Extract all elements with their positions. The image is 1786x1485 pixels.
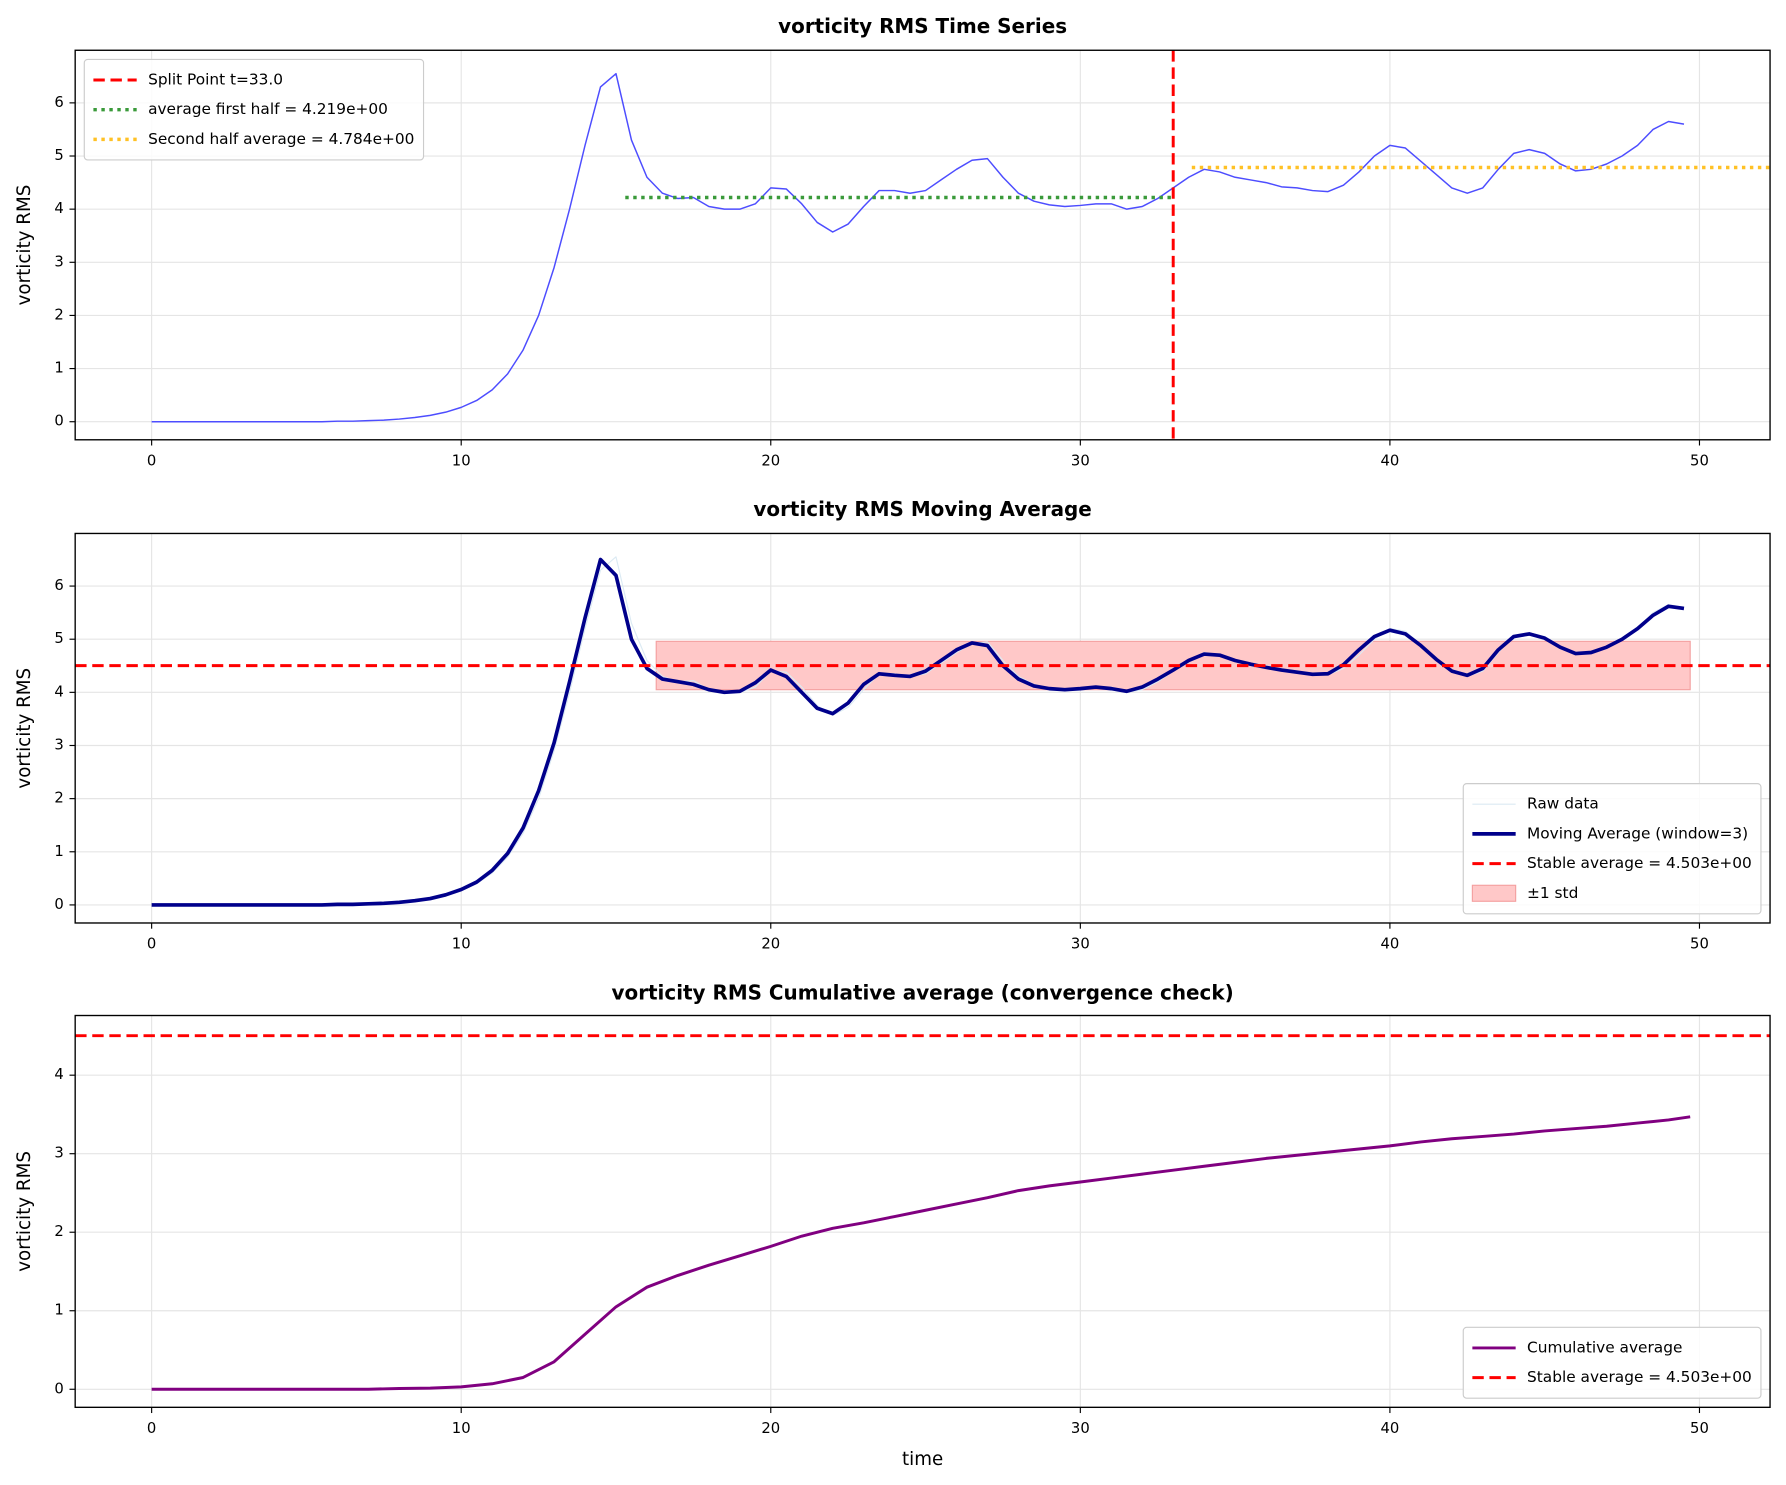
legend-label: Raw data [1527, 795, 1599, 813]
legend-label: Stable average = 4.503e+00 [1527, 1368, 1752, 1386]
y-tick-label: 1 [54, 843, 63, 860]
x-tick-label: 10 [452, 452, 471, 469]
x-tick-label: 0 [147, 936, 156, 953]
y-tick-label: 6 [54, 94, 63, 111]
y-tick-label: 4 [54, 683, 63, 700]
axes-frame [74, 1014, 1771, 1409]
legend-label: Moving Average (window=3) [1527, 824, 1748, 842]
chart-title: vorticity RMS Time Series [778, 14, 1067, 38]
legend: Cumulative average Stable average = 4.503… [1462, 1326, 1762, 1399]
x-tick-label: 30 [1071, 936, 1090, 953]
legend-label: average first half = 4.219e+00 [148, 100, 388, 118]
y-tick-label: 6 [54, 577, 63, 594]
legend-label: Stable average = 4.503e+00 [1527, 854, 1752, 872]
y-tick-label: 4 [54, 1066, 63, 1083]
series-line [151, 557, 1685, 907]
legend-label: Cumulative average [1527, 1338, 1682, 1356]
y-tick-label: 5 [54, 630, 63, 647]
x-tick-label: 30 [1071, 452, 1090, 469]
x-axis-label: time [902, 1449, 943, 1470]
plot-area [151, 50, 1771, 440]
plot-area [75, 1034, 1771, 1391]
x-tick-label: 50 [1690, 1420, 1709, 1437]
x-tick-label: 40 [1380, 1420, 1399, 1437]
y-tick-label: 2 [54, 1223, 63, 1240]
axes-frame [74, 49, 1771, 441]
series-line [151, 72, 1685, 423]
y-axis-label: vorticity RMS [14, 668, 35, 789]
x-tick-label: 10 [452, 1420, 471, 1437]
legend-box [1462, 1326, 1762, 1399]
legend-swatch [1471, 884, 1517, 902]
y-tick-label: 2 [54, 790, 63, 807]
y-tick-label: 5 [54, 147, 63, 164]
x-tick-label: 20 [761, 936, 780, 953]
x-tick-label: 0 [147, 1420, 156, 1437]
legend: Raw data Moving Average (window=3) Stable … [1462, 783, 1762, 915]
legend-label: Split Point t=33.0 [148, 70, 283, 88]
x-tick-label: 50 [1690, 936, 1709, 953]
plot-area [75, 556, 1771, 907]
chart-title: vorticity RMS Moving Average [753, 497, 1091, 521]
x-tick-label: 0 [147, 452, 156, 469]
y-tick-label: 1 [54, 1302, 63, 1319]
x-tick-label: 10 [452, 936, 471, 953]
x-tick-label: 20 [761, 452, 780, 469]
y-tick-label: 4 [54, 200, 63, 217]
y-tick-label: 3 [54, 253, 63, 270]
y-tick-label: 0 [54, 896, 63, 913]
axes-frame [74, 532, 1771, 924]
x-tick-label: 30 [1071, 1420, 1090, 1437]
y-axis-label: vorticity RMS [14, 185, 35, 306]
y-tick-label: 3 [54, 1145, 63, 1162]
legend-box [83, 58, 425, 161]
y-tick-label: 1 [54, 360, 63, 377]
x-tick-label: 40 [1380, 936, 1399, 953]
y-axis-label: vorticity RMS [14, 1151, 35, 1272]
x-tick-label: 20 [761, 1420, 780, 1437]
x-tick-label: 50 [1690, 452, 1709, 469]
legend-label: ±1 std [1527, 884, 1578, 902]
legend: Split Point t=33.0 average first half = 4… [83, 58, 425, 161]
chart-title: vorticity RMS Cumulative average (conver… [612, 980, 1234, 1004]
y-tick-label: 3 [54, 736, 63, 753]
x-tick-label: 40 [1380, 452, 1399, 469]
y-tick-label: 0 [54, 413, 63, 430]
legend-label: Second half average = 4.784e+00 [148, 130, 414, 148]
y-tick-label: 2 [54, 306, 63, 323]
series-line [151, 1115, 1691, 1391]
legend-box [1462, 783, 1762, 915]
y-tick-label: 0 [54, 1380, 63, 1397]
